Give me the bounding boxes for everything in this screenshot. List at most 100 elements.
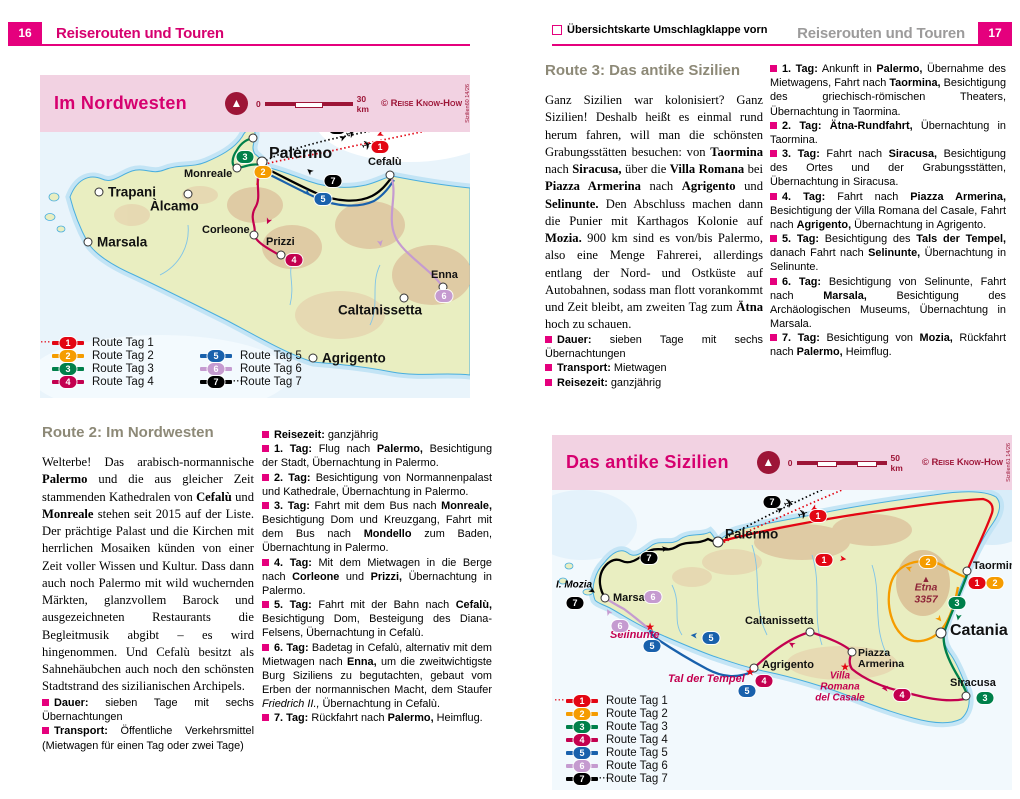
route-badge-7: 7 — [566, 597, 584, 609]
text-segment: Tals der Tempel, — [916, 233, 1007, 246]
map-im-nordwesten: Im Nordwesten ▲ 0 30 km © Reise Know-How… — [40, 75, 470, 398]
text-segment: und — [231, 489, 254, 504]
text-segment: Ätna-Rundfahrt, — [829, 119, 913, 132]
text-segment: Palermo, — [876, 63, 923, 75]
text-segment: Besichtigung Dom und Kreuzgang, Fahrt mi… — [262, 514, 492, 541]
text-segment: Villa Romana — [669, 162, 745, 176]
text-segment: Fahrt mit dem Bus nach — [309, 499, 442, 512]
day-item: 1. Tag: Flug nach Palermo, Besichtigung … — [262, 442, 492, 470]
text-segment: Fahrt nach — [819, 148, 889, 161]
route-badge-2: 2 — [986, 577, 1004, 589]
text-segment: bei — [744, 162, 763, 176]
route-badge-7: 7 — [640, 552, 658, 564]
route-badge-2: 2 — [254, 166, 272, 178]
text-segment: Piazza Armerina — [545, 179, 641, 194]
text-segment: Ätna — [736, 300, 763, 314]
map2-scale-bar: 0 50 km — [788, 453, 910, 473]
text-segment: Agrigento — [681, 179, 736, 194]
text-segment: Taormina, — [889, 77, 941, 90]
route3-facts: Dauer: sieben Tage mit sechs Übernachtun… — [545, 333, 763, 390]
town-label: Taormina — [973, 560, 1012, 572]
text-segment: Öffentliche Verkehrsmittel (Mietwagen fü… — [42, 725, 254, 752]
text-segment: danach Fahrt nach — [770, 247, 869, 260]
text-segment: um die zweitwichtigste Burg Siziliens zu… — [262, 655, 492, 697]
town-dot — [935, 627, 947, 639]
text-segment: Transport: — [557, 362, 611, 375]
route-tag-7-flight — [264, 108, 470, 162]
town-label: Agrigento — [762, 659, 814, 671]
text-segment: Agrigento, — [796, 218, 852, 231]
town-label: Trapani — [108, 184, 157, 200]
text-segment: Fahrt nach — [825, 190, 911, 203]
day-item: 7. Tag: Besichtigung von Mozia, Rückfahr… — [770, 331, 1006, 359]
town-dot — [805, 627, 815, 637]
text-segment: Transport: — [54, 725, 108, 738]
text-segment: Fahrt mit der Bahn nach — [311, 599, 456, 612]
island-mozia — [582, 588, 594, 596]
text-segment: 6. Tag: — [274, 641, 309, 654]
text-segment: Monreale, — [441, 499, 492, 512]
day-item: 3. Tag: Fahrt nach Siracusa, Besichtigun… — [770, 147, 1006, 190]
town-label: Caltanissetta — [338, 302, 423, 318]
town-label: Corleone — [202, 224, 250, 236]
star-icon: ★ — [645, 621, 655, 634]
route2-paragraph: Welterbe! Das arabisch-normannische Pale… — [42, 454, 254, 696]
text-segment: Besichtigung von Normannenpalast und Kat… — [262, 471, 492, 498]
text-segment: nach — [545, 162, 573, 176]
route-badge-5: 5 — [702, 632, 720, 644]
town-dot — [961, 691, 971, 701]
route-badge-6: 6 — [611, 620, 629, 632]
map-label: ▲ — [921, 574, 931, 584]
text-segment: Monreale — [42, 506, 94, 521]
route-badge-3: 3 — [948, 597, 966, 609]
island-egadi — [564, 562, 574, 570]
text-segment: Dauer: — [557, 334, 592, 346]
day-item: 3. Tag: Fahrt mit dem Bus nach Monreale,… — [262, 499, 492, 556]
day-item: 1. Tag: Ankunft in Palermo, Übernahme de… — [770, 62, 1006, 119]
town-dot — [249, 230, 259, 240]
town-dot — [962, 566, 972, 576]
fact-transport: Transport: Mietwagen — [545, 361, 763, 375]
text-segment: 5. Tag: — [274, 599, 312, 612]
route-badge-6: 6 — [644, 591, 662, 603]
route-badge-2: 2 — [919, 556, 937, 568]
town-dot — [749, 663, 759, 673]
page-number-left: 16 — [8, 22, 42, 44]
route-badge-3: 3 — [236, 151, 254, 163]
text-segment: Cefalù — [196, 489, 232, 504]
island-egadi — [44, 213, 56, 221]
header-rule-right — [552, 44, 1012, 46]
terrain-shading — [114, 186, 470, 339]
text-segment: Übernachtung in Selinunte. — [770, 247, 1006, 274]
text-segment: Ganz Sizilien war kolonisiert? Ganz Sizi… — [545, 93, 763, 159]
text-segment: Besichtigung des griechisch-römischen Th… — [770, 77, 1007, 118]
town-dot — [83, 237, 93, 247]
town-dot — [847, 647, 857, 657]
town-label: Prizzi — [266, 236, 295, 248]
text-segment: Besichtigung der Stadt, Übernachtung in … — [262, 443, 493, 470]
island-egadi — [48, 192, 60, 202]
town-label: Caltanissetta — [745, 615, 814, 627]
town-dot — [399, 293, 409, 303]
text-segment: Mietwagen — [610, 362, 667, 375]
text-segment: Marsala, — [823, 289, 867, 302]
text-segment: ganzjährig — [607, 376, 662, 389]
text-segment: Reisezeit: — [557, 376, 608, 389]
route-badge-5: 5 — [738, 685, 756, 697]
map-label: I. Mozia — [556, 579, 593, 591]
town-label: Piazza Armerina — [858, 646, 905, 670]
town-dot — [183, 189, 193, 199]
town-label: Enna — [431, 269, 458, 281]
day-item: 6. Tag: Badetag in Cefalù, alternativ mi… — [262, 641, 492, 712]
text-segment: Flug nach — [311, 443, 377, 456]
town-label: Catania — [950, 622, 1008, 639]
text-segment: 1. Tag: — [274, 443, 312, 456]
text-segment: Reisezeit: — [274, 429, 325, 441]
day-item: 2. Tag: Ätna-Rundfahrt, Übernachtung in … — [770, 119, 1006, 147]
text-segment: Mozia, — [919, 332, 953, 345]
scale-segments — [264, 101, 353, 108]
text-segment: 6. Tag: — [782, 275, 822, 288]
route-badge-4: 4 — [893, 689, 911, 701]
text-segment: 5. Tag: — [782, 233, 820, 246]
map1-title-band: Im Nordwesten ▲ 0 30 km © Reise Know-How… — [40, 75, 470, 132]
